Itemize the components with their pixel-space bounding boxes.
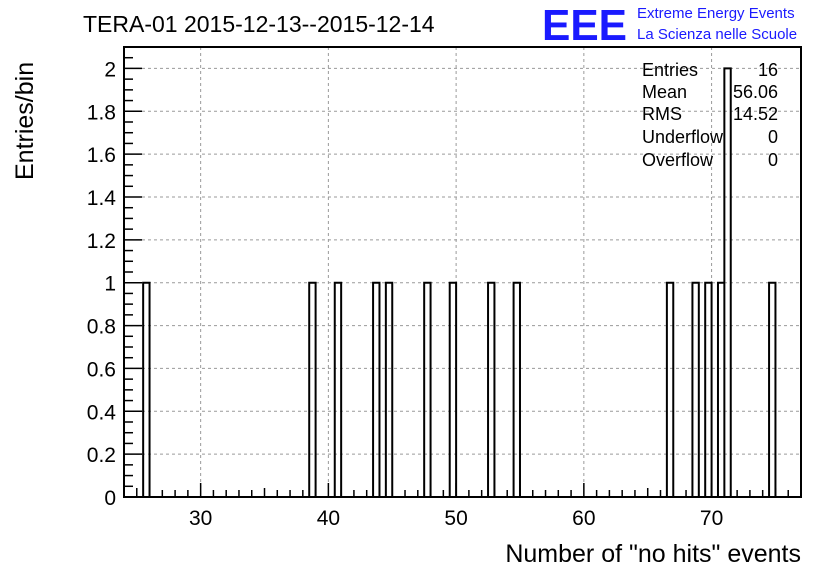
y-tick-label: 1.2 xyxy=(87,230,116,253)
y-axis-ticks: 0 0.2 0.4 0.6 0.8 1 1.2 1.4 1.6 1.8 2 xyxy=(87,46,142,510)
y-tick-label: 1 xyxy=(104,273,116,296)
x-tick-label: 30 xyxy=(189,507,212,530)
y-tick-label: 0.6 xyxy=(87,358,116,381)
x-tick-label: 70 xyxy=(700,507,723,530)
stat-overflow-value: 0 xyxy=(768,150,778,170)
logo-line-1: Extreme Energy Events xyxy=(637,5,795,22)
stat-mean-value: 56.06 xyxy=(733,82,778,102)
y-tick-label: 0.2 xyxy=(87,444,116,467)
logo-mark: EEE xyxy=(542,1,627,50)
x-tick-label: 40 xyxy=(317,507,340,530)
stat-entries-value: 16 xyxy=(758,60,778,80)
x-tick-label: 60 xyxy=(572,507,595,530)
eee-logo: EEE Extreme Energy Events La Scienza nel… xyxy=(542,1,797,50)
chart-title: TERA-01 2015-12-13--2015-12-14 xyxy=(83,11,435,37)
stat-mean-label: Mean xyxy=(642,82,687,102)
stats-box: Entries 16 Mean 56.06 RMS 14.52 Underflo… xyxy=(642,60,778,170)
stat-rms-label: RMS xyxy=(642,104,682,124)
y-tick-label: 0 xyxy=(104,487,116,510)
grid xyxy=(124,47,801,497)
y-tick-label: 1.6 xyxy=(87,144,116,167)
histogram-outline xyxy=(124,67,801,498)
x-axis-label: Number of "no hits" events xyxy=(505,540,801,568)
logo-line-2: La Scienza nelle Scuole xyxy=(637,26,797,43)
y-tick-label: 1.4 xyxy=(87,187,117,210)
stat-rms-value: 14.52 xyxy=(733,104,778,124)
y-tick-label: 1.8 xyxy=(87,101,116,124)
y-axis-label: Entries/bin xyxy=(11,62,39,180)
stat-underflow-value: 0 xyxy=(768,127,778,147)
stat-underflow-label: Underflow xyxy=(642,127,724,147)
y-tick-label: 0.4 xyxy=(87,401,117,424)
y-tick-label: 2 xyxy=(104,58,116,81)
stat-overflow-label: Overflow xyxy=(642,150,714,170)
x-tick-label: 50 xyxy=(444,507,467,530)
y-tick-label: 0.8 xyxy=(87,316,116,339)
x-axis-ticks: 30 40 50 60 70 xyxy=(123,483,802,530)
stat-entries-label: Entries xyxy=(642,60,698,80)
